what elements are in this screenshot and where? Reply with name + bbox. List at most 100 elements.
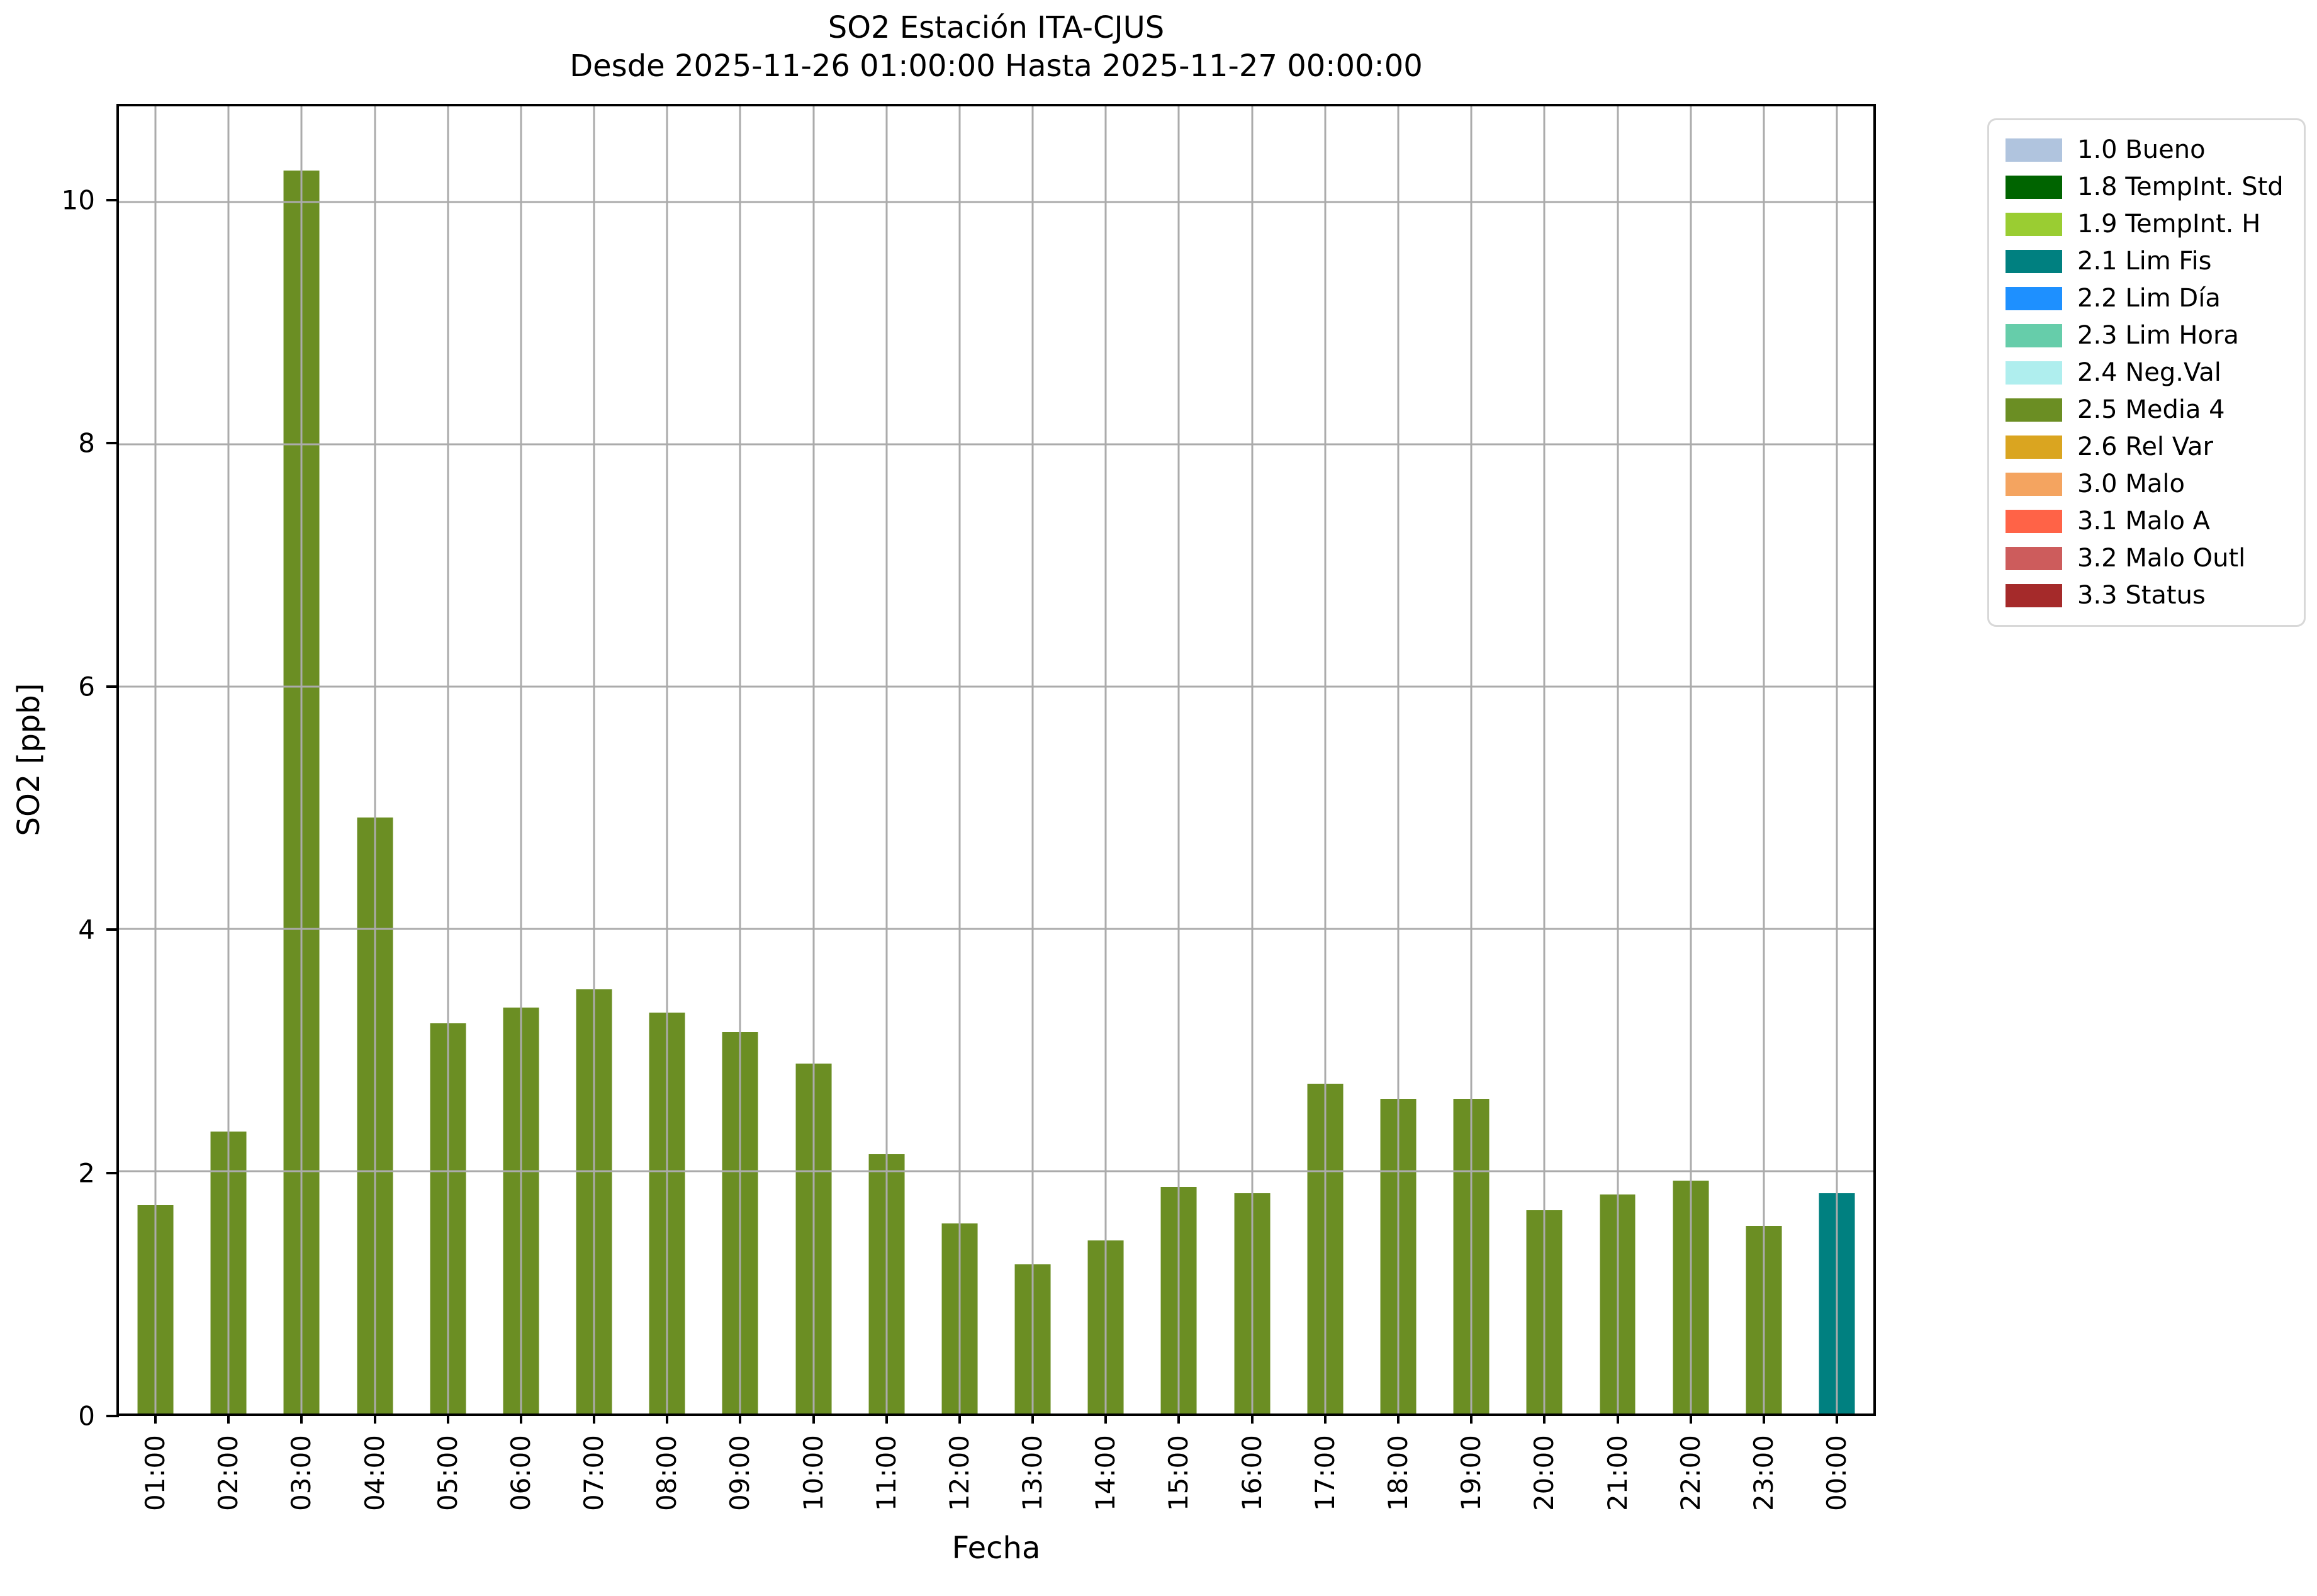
grid-line-vertical bbox=[1617, 106, 1619, 1413]
grid-line-vertical bbox=[1763, 106, 1765, 1413]
grid-line-vertical bbox=[666, 106, 668, 1413]
y-tick-mark bbox=[106, 198, 119, 201]
grid-line-vertical bbox=[1177, 106, 1180, 1413]
bar-slot: 00:00 bbox=[1800, 106, 1873, 1511]
chart-title-line1: SO2 Estación ITA-CJUS bbox=[828, 10, 1165, 45]
x-tick-label: 15:00 bbox=[1163, 1435, 1194, 1512]
x-tick-label: 19:00 bbox=[1456, 1435, 1487, 1512]
x-tick-mark bbox=[1543, 1413, 1546, 1424]
y-axis: 0 2 4 6 8 10 bbox=[0, 104, 119, 1432]
grid-line-vertical bbox=[1251, 106, 1254, 1413]
legend-label: 3.2 Malo Outl bbox=[2077, 544, 2246, 573]
grid-line-vertical bbox=[958, 106, 961, 1413]
bar-slot: 06:00 bbox=[485, 106, 558, 1511]
legend-entry: 1.8 TempInt. Std bbox=[2006, 172, 2287, 201]
x-tick-label: 10:00 bbox=[797, 1435, 829, 1512]
y-tick-mark bbox=[106, 685, 119, 688]
bar-slot: 03:00 bbox=[265, 106, 338, 1511]
bar-slot: 12:00 bbox=[923, 106, 996, 1511]
y-tick-mark bbox=[106, 1171, 119, 1174]
legend-label: 1.9 TempInt. H bbox=[2077, 210, 2261, 239]
legend-swatch bbox=[2006, 509, 2062, 533]
legend-label: 2.6 Rel Var bbox=[2077, 432, 2213, 461]
x-tick-label: 16:00 bbox=[1236, 1435, 1267, 1512]
bar-slot: 15:00 bbox=[1142, 106, 1215, 1511]
bar-slot: 20:00 bbox=[1508, 106, 1581, 1511]
bar-slot: 07:00 bbox=[558, 106, 631, 1511]
x-tick-mark bbox=[1323, 1413, 1327, 1424]
x-tick-label: 22:00 bbox=[1675, 1435, 1706, 1512]
x-tick-label: 06:00 bbox=[505, 1435, 536, 1512]
legend-label: 1.0 Bueno bbox=[2077, 135, 2206, 164]
bar-slot: 14:00 bbox=[1069, 106, 1142, 1511]
legend-swatch bbox=[2006, 361, 2062, 385]
grid-line-horizontal bbox=[119, 685, 1873, 688]
bar-slot: 11:00 bbox=[850, 106, 923, 1511]
x-tick-label: 00:00 bbox=[1821, 1435, 1853, 1512]
legend-entry: 1.0 Bueno bbox=[2006, 135, 2287, 164]
x-tick-mark bbox=[300, 1413, 303, 1424]
x-tick-label: 07:00 bbox=[578, 1435, 610, 1512]
legend-swatch bbox=[2006, 546, 2062, 570]
y-tick-label: 4 bbox=[78, 914, 95, 945]
x-tick-label: 04:00 bbox=[359, 1435, 390, 1512]
x-tick-mark bbox=[885, 1413, 888, 1424]
legend-label: 3.3 Status bbox=[2077, 581, 2206, 610]
legend-entry: 3.2 Malo Outl bbox=[2006, 544, 2287, 573]
bar-slot: 18:00 bbox=[1362, 106, 1435, 1511]
bar-slot: 02:00 bbox=[192, 106, 265, 1511]
grid-line-horizontal bbox=[119, 1170, 1873, 1172]
grid-line-vertical bbox=[520, 106, 522, 1413]
x-tick-label: 13:00 bbox=[1017, 1435, 1048, 1512]
legend-entry: 2.2 Lim Día bbox=[2006, 284, 2287, 313]
legend-swatch bbox=[2006, 583, 2062, 607]
grid-line-vertical bbox=[1836, 106, 1838, 1413]
legend-entry: 3.3 Status bbox=[2006, 581, 2287, 610]
grid-line-vertical bbox=[812, 106, 815, 1413]
x-tick-mark bbox=[812, 1413, 815, 1424]
legend-entry: 2.4 Neg.Val bbox=[2006, 358, 2287, 387]
y-tick-label: 8 bbox=[78, 427, 95, 459]
x-tick-mark bbox=[1031, 1413, 1035, 1424]
legend-label: 3.0 Malo bbox=[2077, 469, 2185, 498]
x-tick-mark bbox=[739, 1413, 742, 1424]
grid-line-vertical bbox=[739, 106, 741, 1413]
grid-line-vertical bbox=[1470, 106, 1473, 1413]
bar-slot: 19:00 bbox=[1435, 106, 1508, 1511]
grid-line-vertical bbox=[1690, 106, 1692, 1413]
bar-slot: 22:00 bbox=[1654, 106, 1727, 1511]
y-tick-label: 2 bbox=[78, 1157, 95, 1189]
y-tick-label: 6 bbox=[78, 671, 95, 702]
x-tick-label: 18:00 bbox=[1383, 1435, 1413, 1512]
x-tick-label: 14:00 bbox=[1090, 1435, 1121, 1512]
x-tick-label: 12:00 bbox=[943, 1435, 975, 1512]
legend-entry: 2.5 Media 4 bbox=[2006, 395, 2287, 424]
grid-line-vertical bbox=[1031, 106, 1034, 1413]
x-tick-mark bbox=[1689, 1413, 1692, 1424]
grid-line-vertical bbox=[447, 106, 449, 1413]
bar-slot: 17:00 bbox=[1289, 106, 1362, 1511]
bar-slot: 04:00 bbox=[339, 106, 412, 1511]
x-tick-mark bbox=[227, 1413, 230, 1424]
legend-label: 2.4 Neg.Val bbox=[2077, 358, 2221, 387]
legend-label: 2.5 Media 4 bbox=[2077, 395, 2225, 424]
legend-entry: 1.9 TempInt. H bbox=[2006, 210, 2287, 239]
legend-swatch bbox=[2006, 435, 2062, 459]
bar-slots: 01:00 02:00 03:00 04:00 05:00 06:00 07:00 08:00… bbox=[119, 106, 1873, 1511]
legend-entry: 2.6 Rel Var bbox=[2006, 432, 2287, 461]
bar-slot: 16:00 bbox=[1216, 106, 1289, 1511]
bar-slot: 01:00 bbox=[119, 106, 192, 1511]
x-axis-label: Fecha bbox=[951, 1531, 1041, 1566]
legend-label: 2.3 Lim Hora bbox=[2077, 321, 2239, 350]
x-tick-mark bbox=[373, 1413, 376, 1424]
bar-slot: 09:00 bbox=[704, 106, 777, 1511]
y-tick-label: 0 bbox=[78, 1400, 95, 1432]
x-tick-label: 11:00 bbox=[870, 1435, 902, 1512]
grid-line-vertical bbox=[374, 106, 376, 1413]
bar-slot: 21:00 bbox=[1581, 106, 1654, 1511]
legend-swatch bbox=[2006, 249, 2062, 273]
grid-line-horizontal bbox=[119, 928, 1873, 930]
legend-swatch bbox=[2006, 138, 2062, 162]
legend-label: 2.2 Lim Día bbox=[2077, 284, 2221, 313]
bar-slot: 13:00 bbox=[996, 106, 1069, 1511]
